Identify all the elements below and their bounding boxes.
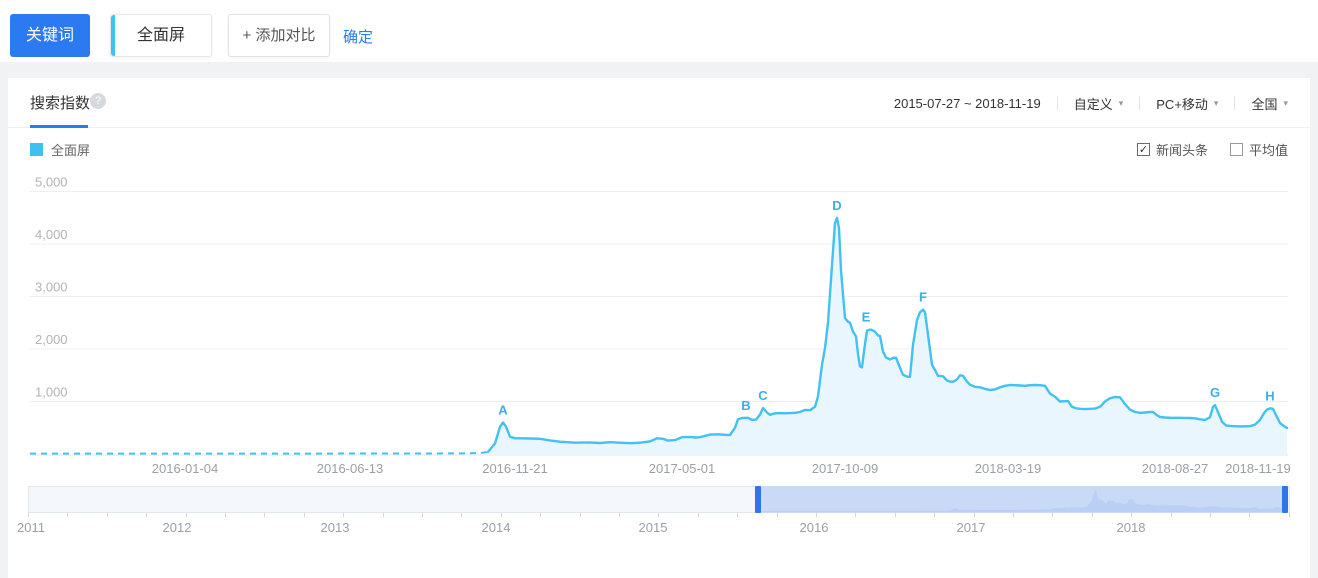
svg-text:1,000: 1,000 <box>35 385 68 400</box>
svg-text:E: E <box>862 310 871 325</box>
svg-text:5,000: 5,000 <box>35 175 68 190</box>
timeline-tick <box>382 513 384 517</box>
timeline-tick <box>1288 513 1290 517</box>
average-toggle[interactable]: 平均值 <box>1229 140 1288 159</box>
timeline-tick <box>737 513 739 517</box>
confirm-link[interactable]: 确定 <box>343 29 374 46</box>
timeline-tick <box>185 513 187 517</box>
add-compare-button[interactable]: + 添加对比 <box>228 14 330 57</box>
timeline-year-label: 2012 <box>162 520 192 535</box>
svg-text:F: F <box>919 290 927 305</box>
timeline-year-label: 2014 <box>481 520 511 535</box>
timeline-tick <box>1013 513 1014 517</box>
timeline-year-label: 2016 <box>799 520 829 535</box>
timeline-tick <box>540 513 542 517</box>
timeline-year-label: 2011 <box>17 520 45 535</box>
card-header: 搜索指数 ? 2015-07-27 ~ 2018-11-19 自定义 ▾ PC+… <box>8 78 1310 128</box>
timeline-minimap <box>756 491 1285 512</box>
timeline-tick <box>422 513 423 517</box>
timeline-tick <box>461 513 463 517</box>
tab-search-index[interactable]: 搜索指数 <box>30 95 91 112</box>
svg-text:2018-11-19: 2018-11-19 <box>1225 461 1291 476</box>
timeline-ticks <box>28 513 1290 518</box>
svg-text:2018-03-19: 2018-03-19 <box>975 461 1042 476</box>
trend-chart[interactable]: 1,000 2,000 3,000 4,000 5,000 2016-01-04 2016-… <box>30 165 1291 477</box>
timeline-tick <box>816 513 817 517</box>
svg-text:2016-11-21: 2016-11-21 <box>482 461 548 476</box>
help-icon[interactable]: ? <box>90 93 106 109</box>
device-select[interactable]: PC+移动 ▾ <box>1156 96 1219 112</box>
timeline-tick <box>973 513 975 517</box>
svg-text:2,000: 2,000 <box>35 332 68 347</box>
timeline-tick <box>776 513 778 517</box>
region-select[interactable]: 全国 ▾ <box>1251 96 1288 112</box>
chevron-down-icon: ▾ <box>1213 97 1219 108</box>
date-range[interactable]: 2015-07-27 ~ 2018-11-19 <box>893 95 1041 111</box>
series-legend: 全面屏 <box>30 140 90 159</box>
timeline-year-label: 2015 <box>638 520 668 535</box>
series-legend-label: 全面屏 <box>51 143 91 158</box>
svg-text:2018-08-27: 2018-08-27 <box>1142 461 1209 476</box>
svg-text:2017-05-01: 2017-05-01 <box>649 461 716 476</box>
timeline-tick <box>1052 513 1054 517</box>
timeline-tick <box>1210 513 1211 517</box>
svg-text:G: G <box>1210 385 1220 400</box>
timeline-tick <box>106 513 108 517</box>
timeline-year-label: 2017 <box>956 520 986 535</box>
range-handle-right[interactable] <box>1282 486 1288 513</box>
svg-text:2016-01-04: 2016-01-04 <box>152 461 219 476</box>
news-headline-toggle[interactable]: ✓ 新闻头条 <box>1136 143 1208 158</box>
top-toolbar: 关键词 全面屏 + 添加对比 确定 <box>0 0 1318 62</box>
timeline-tick <box>1091 513 1093 517</box>
svg-text:4,000: 4,000 <box>35 227 68 242</box>
svg-text:B: B <box>741 398 750 413</box>
timeline-tick <box>343 513 345 517</box>
keyword-term-input[interactable]: 全面屏 <box>110 14 212 57</box>
legend-row: 全面屏 ✓ 新闻头条 平均值 <box>8 136 1310 162</box>
range-mode-select[interactable]: 自定义 ▾ <box>1073 96 1124 112</box>
timeline-tick <box>1170 513 1172 517</box>
index-card: 搜索指数 ? 2015-07-27 ~ 2018-11-19 自定义 ▾ PC+… <box>8 78 1310 578</box>
unchecked-checkbox-icon[interactable] <box>1229 143 1243 156</box>
svg-text:A: A <box>498 403 508 418</box>
timeline-tick <box>697 513 699 517</box>
timeline-tick <box>658 513 660 517</box>
svg-text:H: H <box>1265 388 1274 403</box>
timeline-tick <box>67 513 69 517</box>
timeline-tick <box>855 513 857 517</box>
timeline-year-labels: 2011 2012 2013 2014 2015 2016 2017 2018 <box>8 520 1310 538</box>
timeline-tick <box>619 513 620 517</box>
svg-text:C: C <box>758 388 768 403</box>
timeline-tick <box>1249 513 1251 517</box>
timeline-tick <box>500 513 502 517</box>
term-value: 全面屏 <box>136 27 185 44</box>
svg-text:3,000: 3,000 <box>35 280 68 295</box>
timeline-tick <box>579 513 581 517</box>
timeline-year-label: 2018 <box>1116 520 1146 535</box>
chart-canvas[interactable]: 1,000 2,000 3,000 4,000 5,000 2016-01-04 2016-… <box>30 165 1291 477</box>
svg-text:2017-10-09: 2017-10-09 <box>812 461 879 476</box>
chevron-down-icon: ▾ <box>1283 97 1288 108</box>
svg-text:2016-06-13: 2016-06-13 <box>317 461 384 476</box>
active-tab-indicator <box>30 125 88 128</box>
timeline-tick <box>303 513 305 517</box>
range-handle-left[interactable] <box>755 486 761 513</box>
timeline-tick <box>1131 513 1133 517</box>
checked-checkbox-icon[interactable]: ✓ <box>1136 143 1150 156</box>
timeline-tick <box>225 513 226 517</box>
timeline-year-label: 2013 <box>320 520 350 535</box>
timeline-tick <box>894 513 896 517</box>
term-accent-bar <box>111 15 115 56</box>
keyword-button[interactable]: 关键词 <box>10 14 90 57</box>
svg-text:D: D <box>832 198 841 213</box>
timeline-tick <box>264 513 266 517</box>
chevron-down-icon: ▾ <box>1118 97 1124 108</box>
series-color-swatch <box>30 143 43 156</box>
timeline-tick <box>28 513 29 517</box>
timeline-tick <box>934 513 936 517</box>
timeline-tick <box>146 513 148 517</box>
